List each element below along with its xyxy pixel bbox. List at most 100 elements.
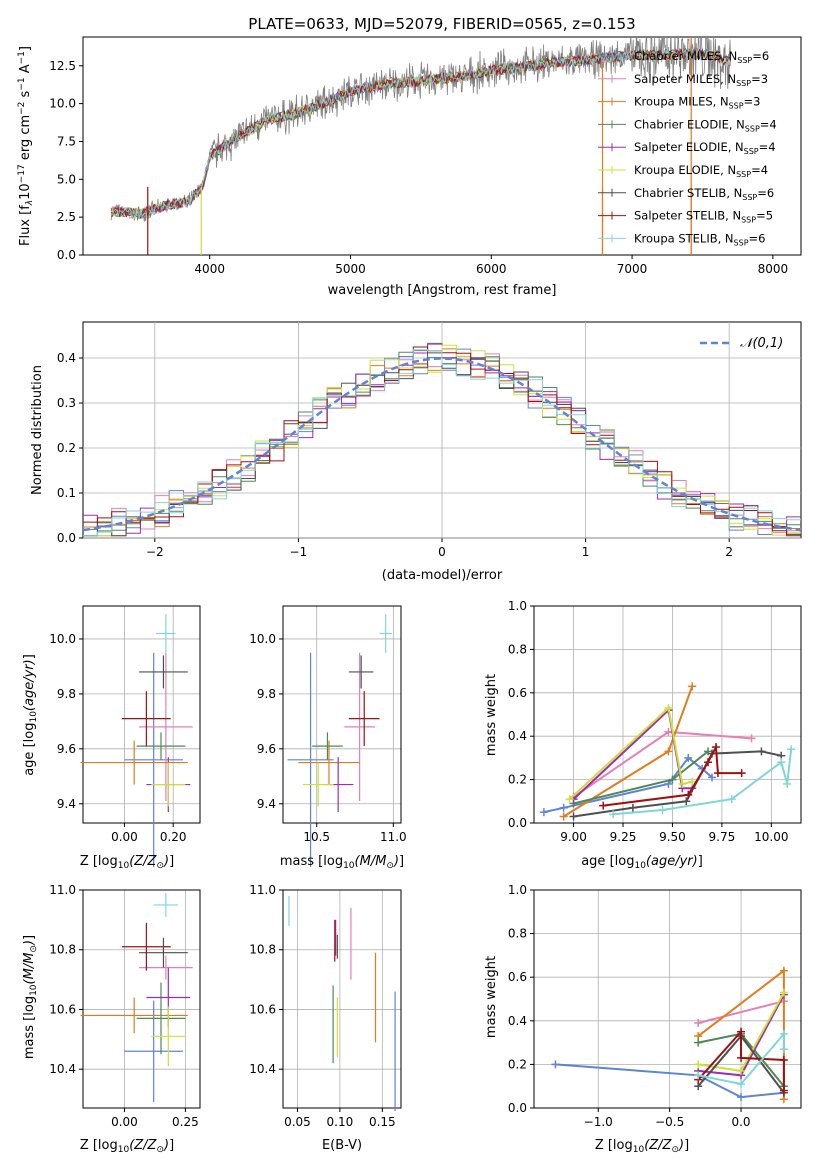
weight-vs-age-panel: 9.00 9.25 9.50 9.75 10.00 0.0 0.2 0.4 0.6 0.8 1.0: [508, 599, 802, 844]
weight-age-x-axis-label: age [log10(age/yr)]: [581, 854, 703, 871]
y-tick-label: 0.1: [57, 486, 76, 500]
legend-label: Chabrier MILES, NSSP=6: [634, 49, 769, 65]
y-tick-label: 10.4: [49, 1062, 76, 1076]
axes-frame: [282, 605, 402, 824]
x-tick-label: 0.00: [111, 830, 138, 844]
weight-line: [568, 706, 693, 800]
y-tick-label: 9.4: [257, 797, 276, 811]
model-spectrum-line: [111, 47, 732, 220]
y-tick-label: 5.0: [57, 172, 76, 186]
spectrum-axes-frame: [82, 36, 802, 256]
y-tick-label: 1.0: [508, 599, 527, 613]
y-tick-label: 0.3: [57, 396, 76, 410]
y-tick-label: 0.0: [508, 1101, 527, 1115]
x-tick-label: −0.5: [655, 1115, 684, 1129]
mass-vs-extinction-panel: 0.05 0.10 0.15 10.4 10.6 10.8 11.0: [249, 883, 402, 1129]
mass-ebv-x-axis-label: E(B-V): [322, 1138, 362, 1153]
legend-label: Salpeter MILES, NSSP=3: [634, 72, 768, 88]
mass-vs-metallicity-panel: 0.00 0.25 10.4 10.6 10.8 11.0: [49, 883, 201, 1129]
y-tick-label: 9.4: [57, 797, 76, 811]
y-tick-label: 0.0: [508, 816, 527, 830]
spectrum-panel: PLATE=0633, MJD=52079, FIBERID=0565, z=0…: [17, 15, 802, 298]
x-tick-label: 9.75: [709, 830, 736, 844]
age-z-x-axis-label: Z [log10(Z/Z⊙)]: [80, 854, 174, 871]
x-tick-label: 10.5: [303, 830, 330, 844]
spectrum-legend: Chabrier MILES, NSSP=6 Salpeter MILES, NS…: [598, 49, 777, 247]
y-tick-label: 10.8: [49, 943, 76, 957]
y-tick-label: 10.6: [49, 1002, 76, 1016]
x-tick-label: 0.10: [327, 1115, 354, 1129]
model-spectrum-line: [110, 47, 732, 219]
legend-label: Salpeter ELODIE, NSSP=4: [634, 140, 776, 156]
y-tick-label: 9.6: [257, 742, 276, 756]
y-tick-label: 10.0: [49, 632, 76, 646]
spectrum-title: PLATE=0633, MJD=52079, FIBERID=0565, z=0…: [248, 15, 635, 33]
y-tick-label: 11.0: [49, 883, 76, 897]
y-tick-label: 0.8: [508, 642, 527, 656]
spectrum-x-axis-label: wavelength [Angstrom, rest frame]: [328, 283, 557, 298]
weight-z-y-axis-label: mass weight: [484, 956, 499, 1038]
x-tick-label: 0.25: [172, 1115, 199, 1129]
y-tick-label: 9.8: [257, 687, 276, 701]
weight-line: [697, 1000, 785, 1024]
y-tick-label: 0.2: [57, 441, 76, 455]
weight-age-y-axis-label: mass weight: [484, 674, 499, 756]
y-tick-label: 12.5: [49, 59, 76, 73]
x-tick-label: 0.20: [160, 830, 187, 844]
y-tick-label: 1.0: [508, 883, 527, 897]
y-tick-label: 10.0: [49, 97, 76, 111]
weight-z-x-axis-label: Z [log10(Z/Z⊙)]: [595, 1138, 689, 1155]
x-tick-label: −1.0: [584, 1115, 613, 1129]
y-tick-label: 0.0: [57, 531, 76, 545]
x-tick-label: −2: [146, 545, 164, 559]
spectrum-y-axis-label: Flux [fλ10−17 erg cm−2 s−1 A−1]: [17, 46, 35, 246]
y-tick-label: 0.2: [508, 1057, 527, 1071]
mass-z-x-axis-label: Z [log10(Z/Z⊙)]: [80, 1138, 174, 1155]
legend-label: Kroupa STELIB, NSSP=6: [634, 231, 765, 247]
residuals-legend: 𝒩(0,1): [700, 336, 783, 351]
residual-histogram-line: [83, 349, 801, 537]
y-tick-label: 0.6: [508, 970, 527, 984]
age-z-y-axis-label: age [log10(age/yr)]: [22, 654, 39, 776]
x-tick-label: 6000: [476, 262, 507, 276]
y-tick-label: 0.0: [57, 248, 76, 262]
x-tick-label: 11.0: [380, 830, 407, 844]
age-vs-metallicity-panel: 0.00 0.20 9.4 9.6 9.8 10.0: [49, 605, 201, 867]
weight-line: [555, 1063, 785, 1099]
y-tick-label: 10.8: [249, 943, 276, 957]
legend-label: Kroupa MILES, NSSP=3: [634, 95, 760, 111]
y-tick-label: 0.2: [508, 773, 527, 787]
weight-line: [573, 730, 752, 798]
observed-spectrum-line: [110, 37, 731, 222]
x-tick-label: 2: [725, 545, 733, 559]
residuals-y-axis-label: Normed distribution: [30, 365, 45, 495]
x-tick-label: 4000: [194, 262, 225, 276]
x-tick-label: 1: [582, 545, 590, 559]
y-tick-label: 7.5: [57, 134, 76, 148]
weight-vs-metallicity-panel: −1.0 −0.5 0.0 0.0 0.2 0.4 0.6 0.8 1.0: [508, 883, 802, 1129]
y-tick-label: 0.4: [508, 1014, 527, 1028]
legend-label: Chabrier ELODIE, NSSP=4: [634, 117, 777, 133]
y-tick-label: 0.4: [508, 729, 527, 743]
y-tick-label: 10.4: [249, 1062, 276, 1076]
residuals-plot-area: [82, 342, 802, 537]
weight-line: [613, 749, 793, 816]
mass-z-y-axis-label: mass [log10(M/M⊙)]: [22, 935, 39, 1059]
legend-label: Kroupa ELODIE, NSSP=4: [634, 163, 768, 179]
legend-normal-label: 𝒩(0,1): [740, 336, 783, 351]
y-tick-label: 2.5: [57, 210, 76, 224]
age-mass-x-axis-label: mass [log10(M/M⊙)]: [280, 854, 404, 871]
weight-line: [698, 1031, 785, 1086]
y-tick-label: 9.6: [57, 742, 76, 756]
y-tick-label: 10.0: [249, 632, 276, 646]
x-tick-label: −1: [290, 545, 308, 559]
x-tick-label: 9.00: [560, 830, 587, 844]
x-tick-label: 9.25: [610, 830, 637, 844]
x-tick-label: 9.50: [659, 830, 686, 844]
residuals-x-axis-label: (data-model)/error: [382, 568, 503, 583]
y-tick-label: 11.0: [249, 883, 276, 897]
x-tick-label: 5000: [335, 262, 366, 276]
residuals-panel: −2 −1 0 1 2 0.0 0.1 0.2 0.3 0.4 (data-model)/erro…: [30, 321, 802, 583]
legend-label: Salpeter STELIB, NSSP=5: [634, 209, 773, 225]
